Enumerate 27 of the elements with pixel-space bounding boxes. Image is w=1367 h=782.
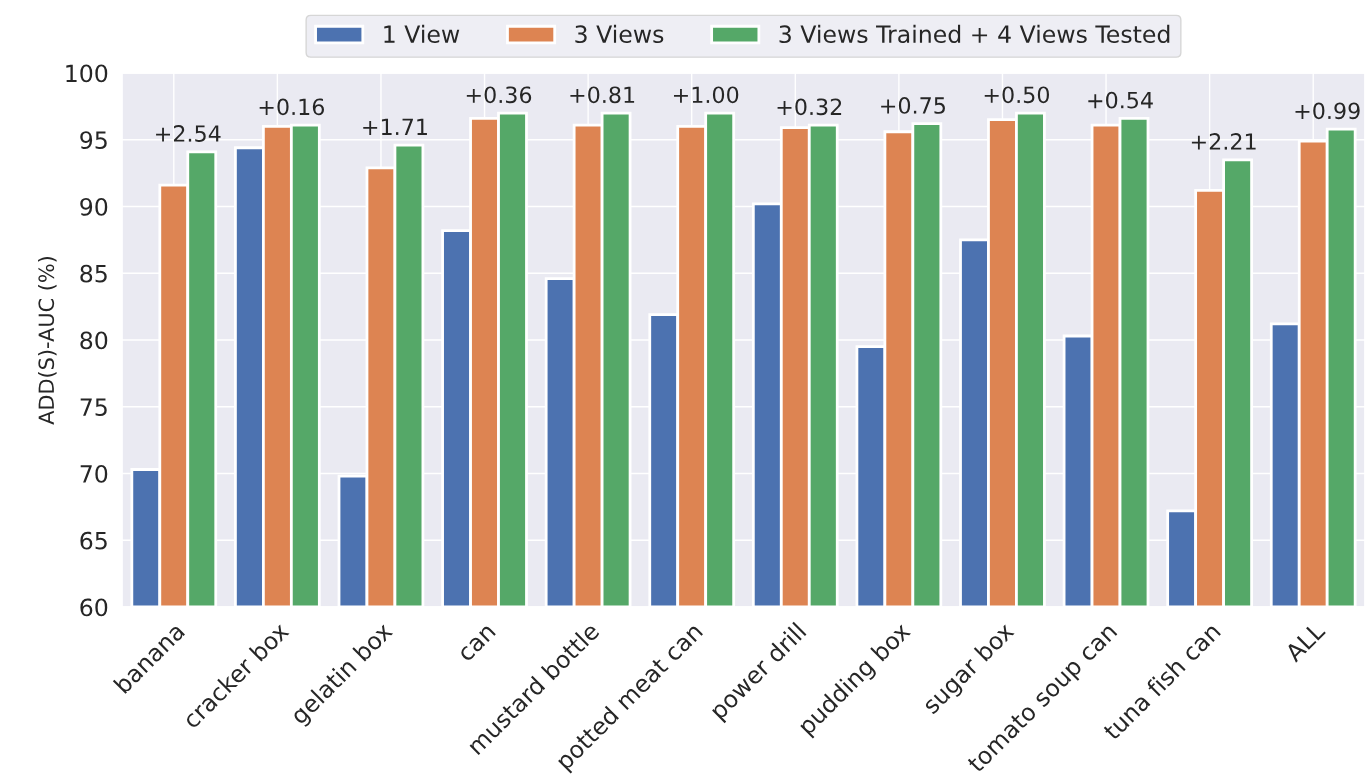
annotation: +2.54 [156, 125, 221, 142]
annotation: +0.81 [570, 86, 635, 104]
y-tick-label: 85 [80, 264, 107, 283]
annotation: +0.36 [466, 86, 532, 104]
annotation: +2.21 [1191, 133, 1256, 150]
annotation: +1.00 [674, 86, 739, 104]
annotation: +0.16 [259, 98, 325, 116]
annotation: +1.71 [363, 118, 427, 135]
y-tick-label: 80 [80, 331, 108, 350]
y-axis-title: ADD(S)-AUC (%) [38, 257, 57, 425]
y-tick-label: 90 [80, 197, 108, 216]
annotation: +0.99 [1295, 102, 1360, 120]
legend-label: 3 Views [575, 24, 664, 44]
annotation: +0.32 [777, 98, 842, 116]
annotation: +0.54 [1088, 91, 1153, 109]
x-tick-label: can [458, 624, 497, 663]
legend-label: 1 View [384, 24, 460, 44]
legend-label: 3 Views Trained + 4 Views Tested [779, 24, 1170, 44]
annotation: +0.50 [984, 86, 1050, 104]
y-tick-label: 100 [66, 64, 108, 83]
annotation: +0.75 [881, 97, 945, 114]
y-tick-label: 70 [80, 464, 108, 483]
y-tick-label: 60 [80, 598, 108, 617]
y-tick-label: 95 [80, 131, 107, 150]
x-tick-label: ALL [1283, 620, 1326, 663]
y-tick-label: 75 [80, 398, 107, 417]
y-tick-label: 65 [80, 531, 107, 550]
